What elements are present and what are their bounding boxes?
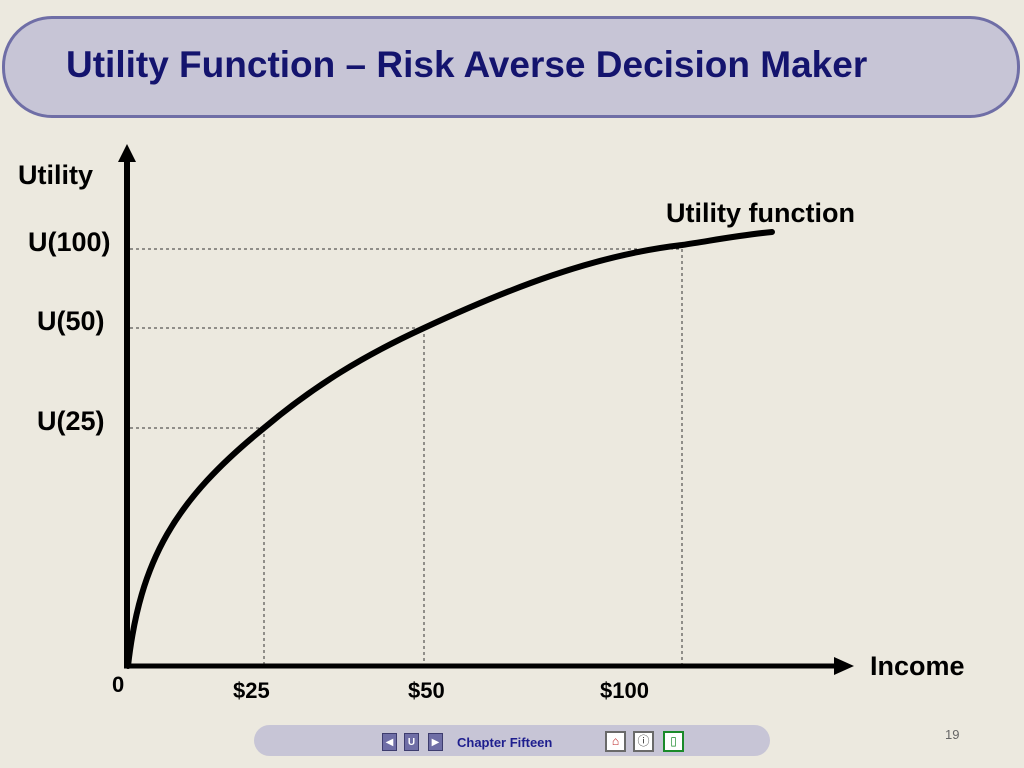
x-axis-arrow [834, 657, 854, 675]
y-tick-u25: U(25) [37, 406, 105, 436]
y-axis-label: Utility [18, 160, 93, 190]
y-tick-u50: U(50) [37, 306, 105, 336]
x-tick-50: $50 [408, 678, 445, 703]
slide-title: Utility Function – Risk Averse Decision … [66, 44, 868, 85]
u-icon[interactable]: U [404, 733, 419, 751]
origin-label: 0 [112, 672, 124, 697]
x-tick-25: $25 [233, 678, 270, 703]
utility-curve [125, 229, 775, 669]
title-bar [2, 16, 1020, 118]
x-axis-label: Income [870, 651, 965, 681]
triangle-right-icon[interactable]: ▶ [428, 733, 443, 751]
chapter-label: Chapter Fifteen [457, 735, 553, 750]
footer-bar [254, 725, 770, 756]
page-number: 19 [945, 727, 960, 742]
y-axis-arrow [118, 144, 136, 162]
exit-icon[interactable]: ▯ [663, 731, 684, 752]
series-label: Utility function [666, 198, 855, 228]
triangle-left-icon[interactable]: ◀ [382, 733, 397, 751]
info-icon[interactable]: ⓘ [633, 731, 654, 752]
x-tick-100: $100 [600, 678, 649, 703]
home-icon[interactable]: ⌂ [605, 731, 626, 752]
y-tick-u100: U(100) [28, 227, 111, 257]
